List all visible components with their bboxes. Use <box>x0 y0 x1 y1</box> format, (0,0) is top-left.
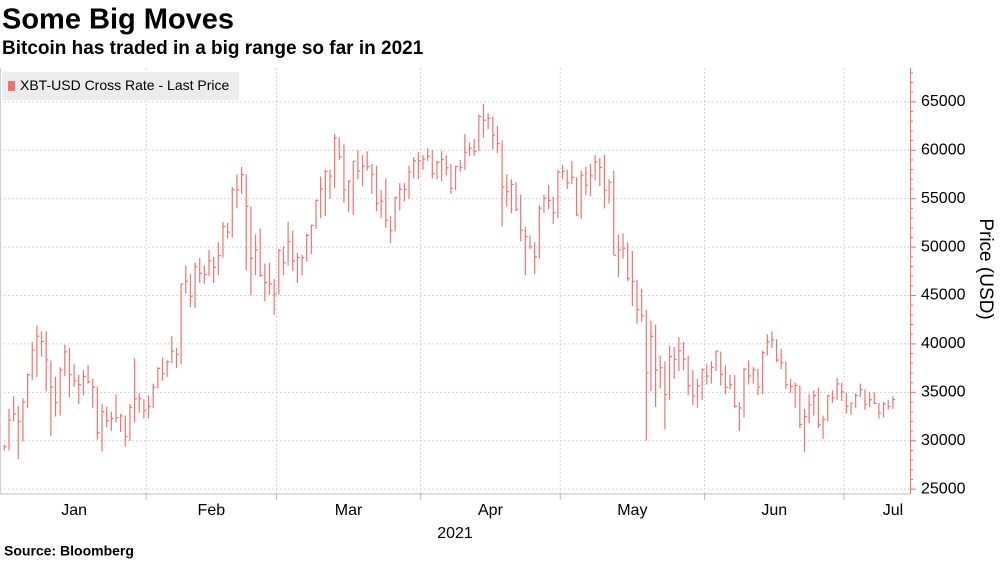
source-note: Source: Bloomberg <box>4 543 134 559</box>
legend-box <box>2 72 240 100</box>
grid <box>0 68 910 494</box>
axes: 25000 30000 35000 40000 45000 50000 55000 60000… <box>0 68 996 542</box>
y-tick-label: 40000 <box>921 335 966 352</box>
chart-title: Some Big Moves <box>2 4 234 36</box>
chart-subtitle: Bitcoin has traded in a big range so far… <box>2 38 424 59</box>
x-tick-label: Jan <box>61 502 87 519</box>
legend-swatch <box>8 81 15 91</box>
x-tick-label: Jun <box>761 502 787 519</box>
legend: XBT-USD Cross Rate - Last Price <box>2 72 240 100</box>
y-tick-label: 50000 <box>921 238 966 255</box>
x-tick-label: Apr <box>478 502 504 519</box>
x-tick-label: Mar <box>335 502 363 519</box>
x-tick-label: May <box>617 502 647 519</box>
plot-marks <box>3 103 896 460</box>
y-tick-label: 30000 <box>921 432 966 449</box>
y-axis-title: Price (USD) <box>975 218 996 319</box>
x-tick-label: Jul <box>883 502 903 519</box>
x-axis-title: 2021 <box>437 525 473 542</box>
y-tick-label: 55000 <box>921 190 966 207</box>
y-tick-label: 35000 <box>921 384 966 401</box>
y-tick-label: 65000 <box>921 93 966 110</box>
y-tick-label: 45000 <box>921 287 966 304</box>
y-tick-label: 60000 <box>921 142 966 159</box>
legend-label: XBT-USD Cross Rate - Last Price <box>20 77 229 93</box>
y-tick-label: 25000 <box>921 480 966 497</box>
x-tick-label: Feb <box>198 502 226 519</box>
